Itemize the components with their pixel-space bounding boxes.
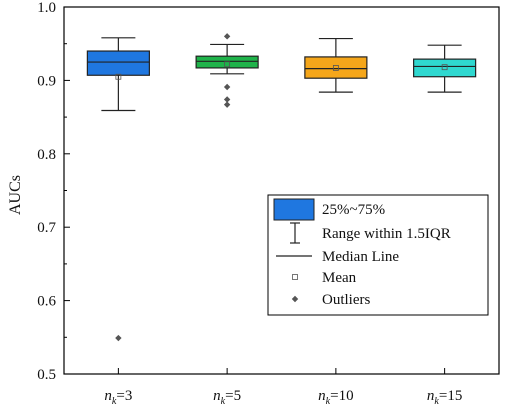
- legend-label-outliers: Outliers: [322, 292, 370, 308]
- box-series: [86, 33, 477, 342]
- x-tick-label: nk=15: [427, 388, 462, 407]
- legend-label-mean: Mean: [322, 270, 357, 286]
- legend-box-swatch: [273, 198, 315, 221]
- box-group: [86, 37, 150, 342]
- legend-label-median: Median Line: [322, 249, 399, 265]
- outlier-point: [223, 96, 231, 103]
- outlier-point: [223, 83, 231, 91]
- iqr-box: [304, 56, 368, 79]
- x-tick-label: nk=5: [213, 388, 241, 407]
- mean-marker: [115, 73, 122, 80]
- y-axis: 0.5 0.6 0.7 0.8 0.9 1.0: [37, 0, 70, 383]
- y-tick-label: 0.5: [37, 367, 56, 383]
- y-tick-label: 0.6: [37, 294, 56, 310]
- legend-outlier-symbol: [291, 295, 299, 303]
- legend-mean-symbol: [292, 274, 298, 280]
- outlier-point: [223, 33, 231, 40]
- y-tick-label: 1.0: [37, 0, 56, 16]
- mean-marker: [224, 61, 231, 68]
- x-tick-label: nk=3: [104, 388, 132, 407]
- y-axis-title: AUCs: [7, 175, 24, 215]
- y-tick-label: 0.9: [37, 73, 56, 89]
- x-axis: nk=3 nk=5 nk=10 nk=15: [104, 368, 462, 407]
- legend-label-box: 25%~75%: [322, 202, 385, 218]
- iqr-box: [413, 58, 477, 78]
- legend-label-range: Range within 1.5IQR: [322, 226, 451, 242]
- x-tick-label: nk=10: [318, 388, 353, 407]
- box-group: [413, 44, 477, 93]
- mean-marker: [332, 65, 339, 71]
- box-group: [195, 33, 259, 108]
- y-tick-label: 0.7: [37, 220, 56, 236]
- box-group: [304, 37, 368, 93]
- legend: 25%~75% Range within 1.5IQR Median Line Mea…: [267, 194, 489, 316]
- outlier-point: [223, 101, 231, 108]
- mean-marker: [441, 64, 448, 71]
- y-tick-label: 0.8: [37, 147, 56, 163]
- outlier-point: [115, 334, 122, 342]
- iqr-box: [86, 50, 150, 76]
